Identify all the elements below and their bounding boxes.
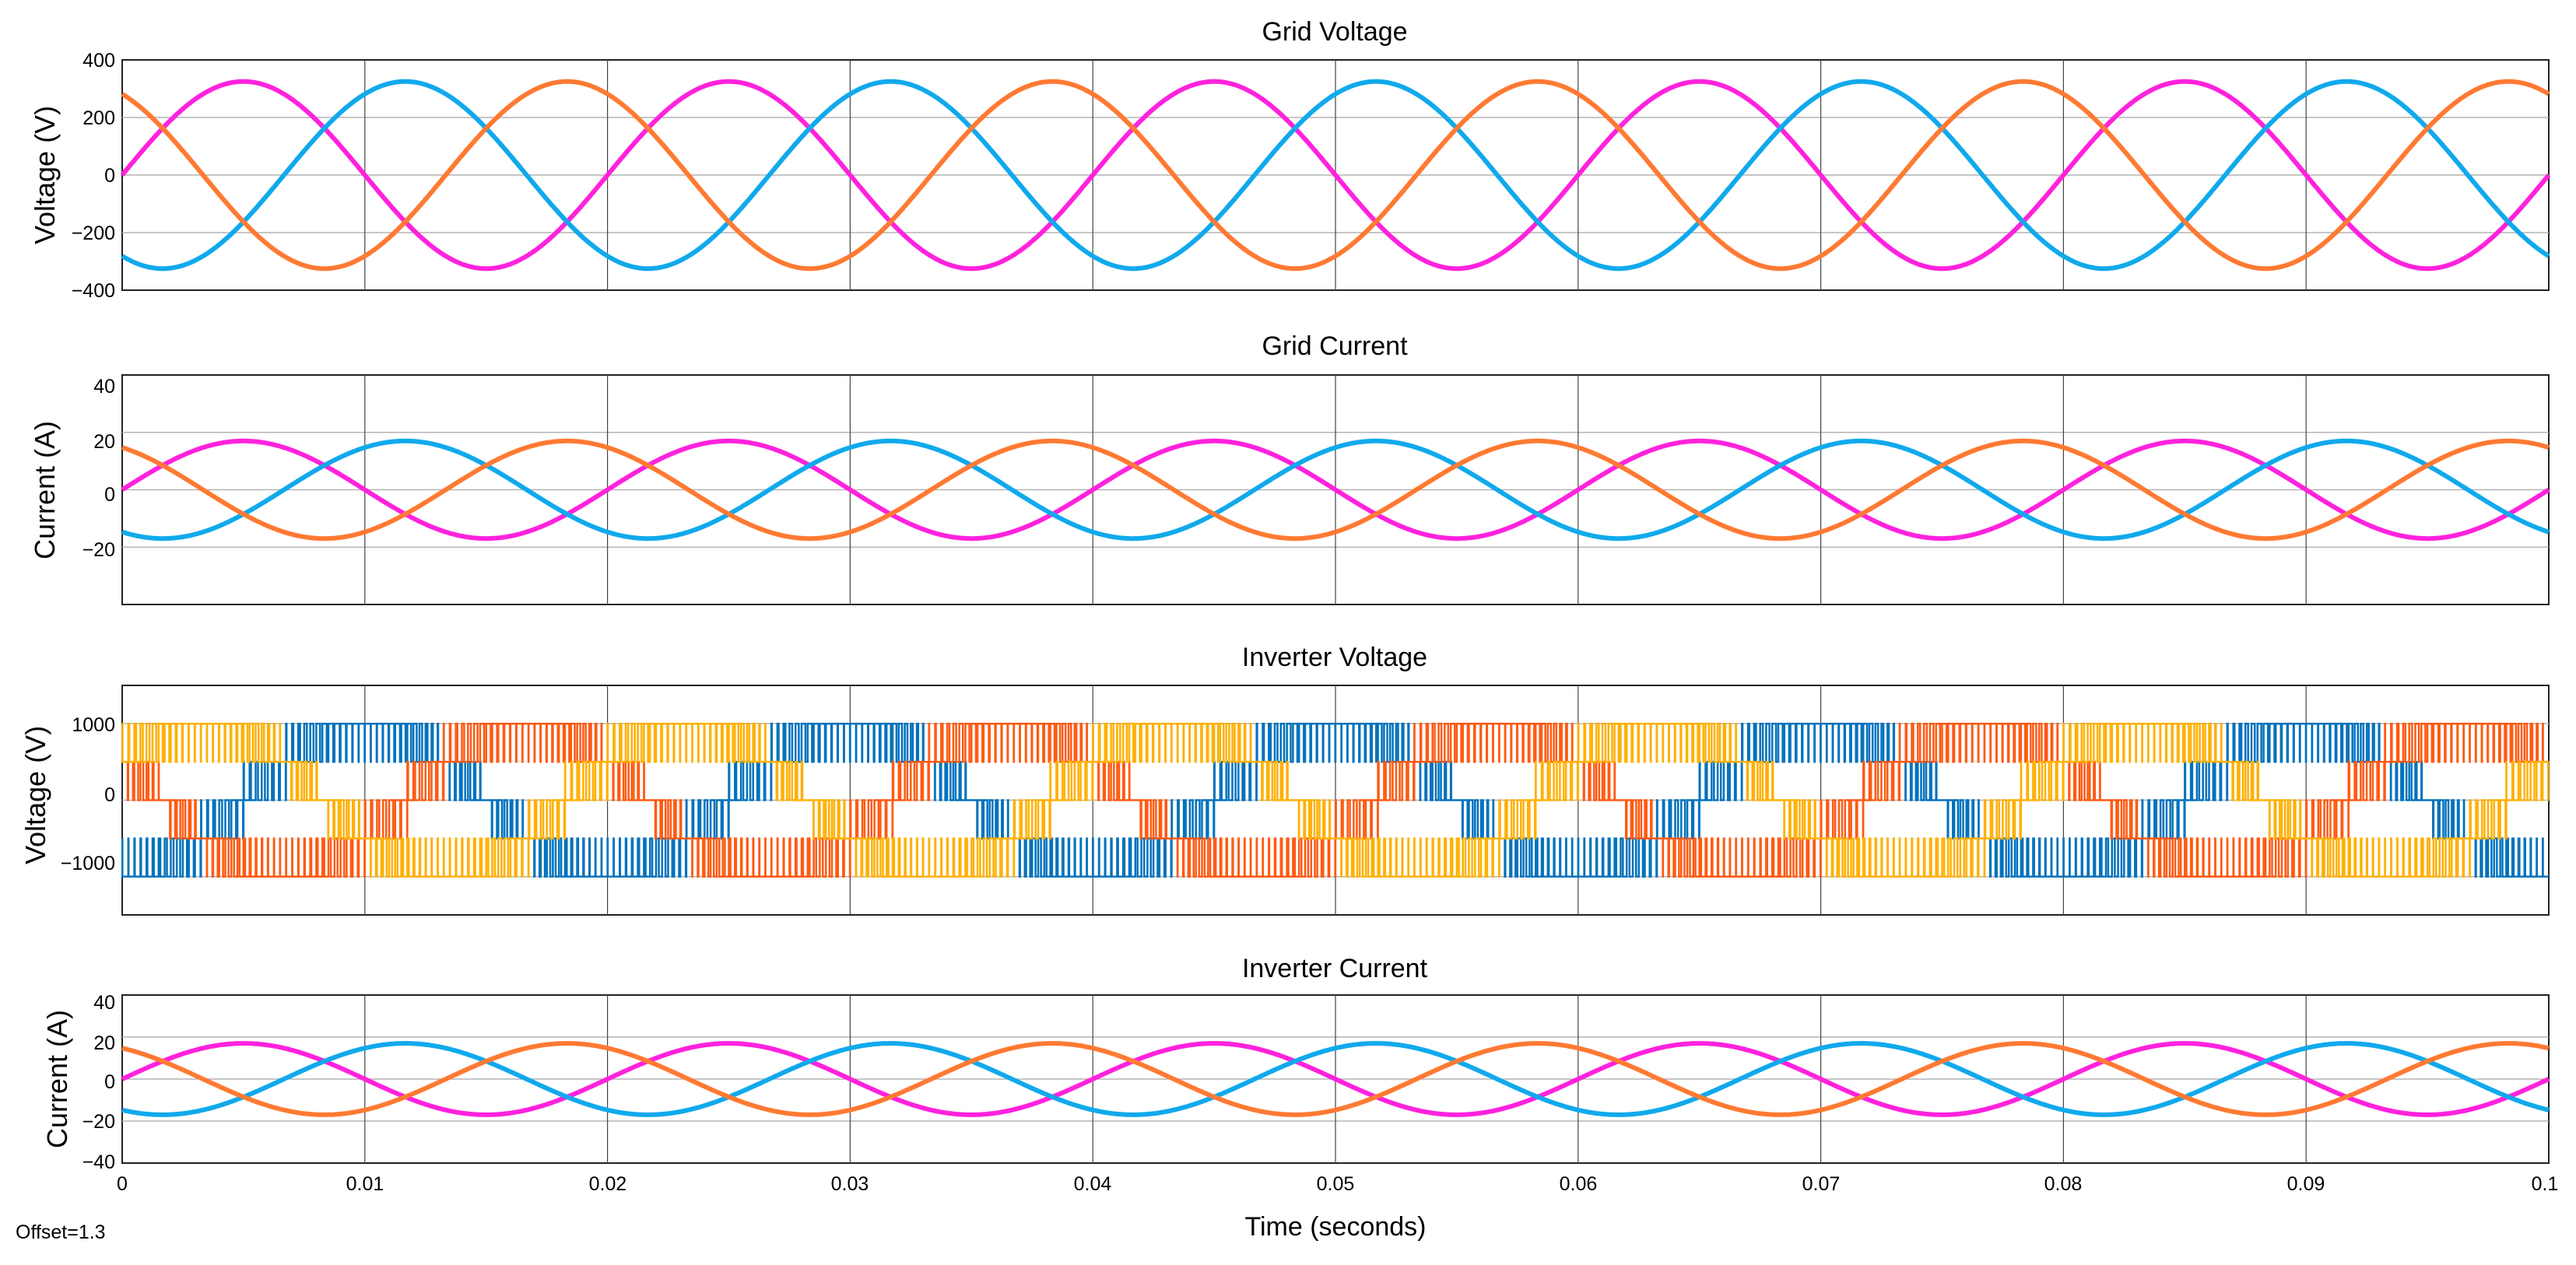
y-tick-label: 400 [82,50,115,72]
x-axis-label: Time (seconds) [1244,1212,1426,1242]
x-tick-label: 0.03 [831,1173,869,1195]
y-tick-label: −40 [82,1151,115,1173]
series-group [120,79,2551,272]
y-tick-label: −20 [82,539,115,561]
y-axis-label: Voltage (V) [19,726,51,864]
series-group [121,722,2550,878]
panel-title: Inverter Voltage [1242,643,1427,672]
panel-title: Grid Current [1262,331,1408,361]
y-tick-label: 20 [93,431,115,453]
x-tick-label: 0.09 [2287,1173,2325,1195]
y-tick-label: −1000 [61,853,115,874]
y-axis-label: Voltage (V) [29,106,61,244]
x-tick-label: 0.05 [1317,1173,1355,1195]
x-tick-labels: 0 0.01 0.02 0.03 0.04 0.05 0.06 0.07 0.0… [117,1173,2558,1195]
y-tick-label: 1000 [72,714,115,736]
series-group [121,438,2550,541]
x-tick-label: 0.07 [1802,1173,1841,1195]
y-tick-label: 40 [93,376,115,398]
series-line [120,79,2551,272]
panel-grid-voltage: Grid Voltage 400 200 0 −200 −400 Voltage… [29,17,2551,302]
y-tick-label: 0 [104,784,115,806]
panel-inverter-current: Inverter Current 40 20 0 −20 −40 0 0.01 … [41,954,2558,1242]
y-tick-label: −20 [82,1111,115,1133]
series-line [121,1041,2550,1117]
panel-inverter-voltage: Inverter Voltage 1000 0 −1000 Voltage (V… [19,643,2550,916]
x-tick-label: 0.06 [1560,1173,1598,1195]
y-tick-label: 40 [93,992,115,1014]
y-tick-label: 0 [104,484,115,506]
x-tick-label: 0.01 [346,1173,384,1195]
panel-grid-current: Grid Current 40 20 0 −20 Current (A) [29,331,2550,605]
y-tick-labels: 40 20 0 −20 [82,376,115,561]
y-tick-label: −400 [72,280,115,302]
y-axis-label: Current (A) [41,1010,73,1148]
y-tick-label: 0 [104,1071,115,1093]
y-tick-labels: 40 20 0 −20 −40 [82,992,115,1173]
y-tick-label: 200 [82,107,115,129]
y-tick-label: 0 [104,165,115,187]
series-line [121,1041,2550,1117]
series-line [121,438,2550,541]
x-tick-label: 0 [117,1173,128,1195]
panel-title: Inverter Current [1242,954,1428,983]
x-tick-label: 0.08 [2044,1173,2083,1195]
series-line [121,79,2550,272]
y-tick-labels: 400 200 0 −200 −400 [72,50,115,302]
x-tick-label: 0.04 [1074,1173,1112,1195]
panel-title: Grid Voltage [1262,17,1407,47]
x-tick-label: 0.1 [2532,1173,2559,1195]
series-pwm-waveform [122,722,2549,878]
x-tick-label: 0.02 [589,1173,627,1195]
series-group [121,1041,2550,1117]
y-tick-label: 20 [93,1032,115,1054]
series-line [121,438,2550,541]
series-line [121,1041,2550,1117]
series-pwm-waveform [121,722,2550,878]
y-axis-label: Current (A) [29,421,61,559]
series-line [121,79,2550,272]
y-tick-label: −200 [72,223,115,244]
y-tick-labels: 1000 0 −1000 [61,714,115,874]
series-line [121,438,2550,541]
offset-label: Offset=1.3 [16,1221,106,1243]
